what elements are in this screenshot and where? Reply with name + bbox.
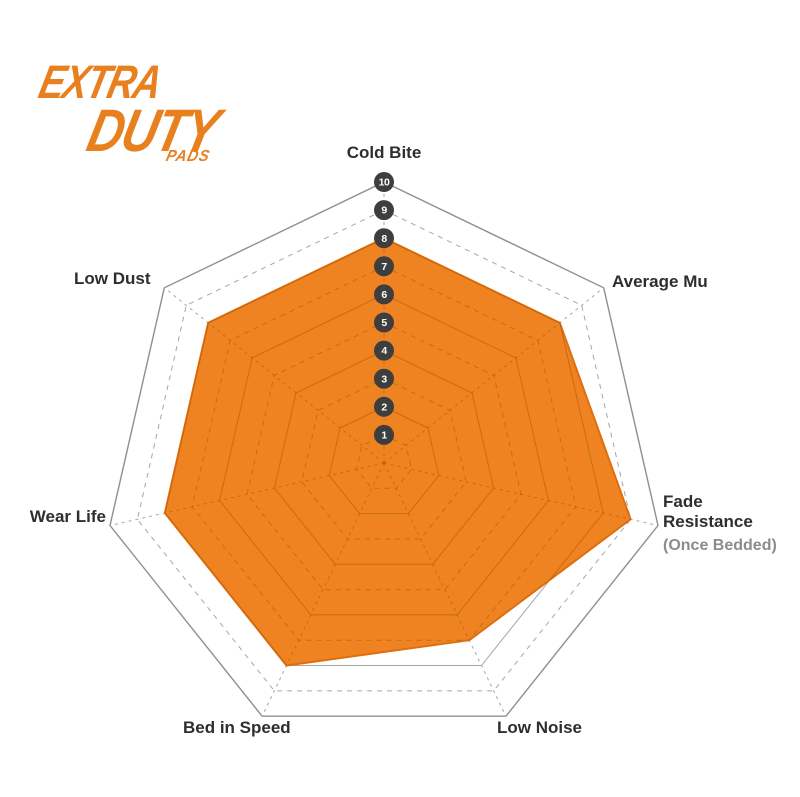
axis-label-low-noise: Low Noise xyxy=(497,718,583,737)
scale-tick-circle xyxy=(374,312,394,333)
scale-tick-circle xyxy=(374,424,394,445)
scale-tick-number: 10 xyxy=(379,177,390,189)
scale-tick-number: 1 xyxy=(381,430,387,442)
scale-tick-number: 8 xyxy=(381,233,387,245)
scale-tick-circle xyxy=(374,200,394,221)
axis-sublabel-once-bedded: (Once Bedded) xyxy=(663,537,777,554)
axis-label-wear-life: Wear Life xyxy=(29,507,106,526)
scale-tick-circle xyxy=(374,368,394,389)
scale-tick-number: 3 xyxy=(381,373,387,385)
scale-tick-circle xyxy=(374,396,394,417)
scale-tick-number: 7 xyxy=(381,261,387,273)
scale-tick-number: 9 xyxy=(381,205,387,217)
data-polygon xyxy=(163,237,632,667)
scale-tick-number: 6 xyxy=(381,289,387,301)
scale-tick-circle xyxy=(374,284,394,305)
scale-ticks: 10 9 8 7 6 5 4 3 2 1 xyxy=(374,172,394,445)
scale-tick-number: 5 xyxy=(381,317,387,329)
scale-tick-circle xyxy=(374,172,394,192)
scale-tick-circle xyxy=(374,256,394,277)
scale-tick-circle xyxy=(374,340,394,361)
axis-label-bed-in-speed: Bed in Speed xyxy=(183,718,291,737)
scale-tick-number: 4 xyxy=(381,345,387,357)
scale-tick-number: 2 xyxy=(381,401,387,413)
axis-label-average-mu: Average Mu xyxy=(612,272,708,291)
axis-label-low-dust: Low Dust xyxy=(74,269,151,288)
axis-label-fade-resistance: Fade Resistance xyxy=(663,492,753,531)
axis-label-cold-bite: Cold Bite xyxy=(346,143,422,162)
scale-tick-circle xyxy=(374,228,394,249)
